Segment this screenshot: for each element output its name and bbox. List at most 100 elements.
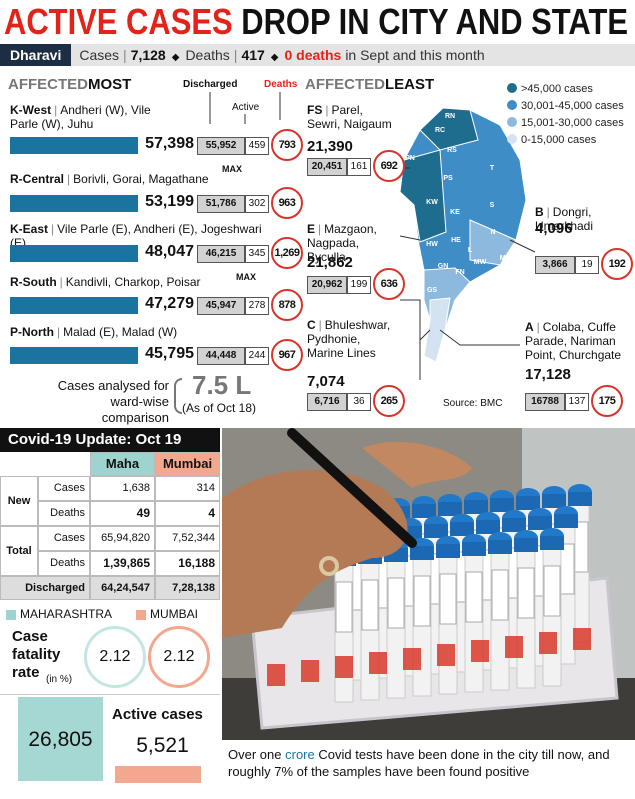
value: 65,94,820 xyxy=(90,526,155,551)
tube-cap xyxy=(568,492,592,506)
map-label: ME xyxy=(500,255,511,262)
tube-cap xyxy=(438,502,462,516)
tube-cap xyxy=(516,496,540,510)
map-label: HE xyxy=(451,237,461,244)
sample xyxy=(369,652,387,674)
active-box: 459 xyxy=(245,137,269,155)
map-label: L xyxy=(468,247,473,254)
sep: | xyxy=(123,47,127,63)
sep: | xyxy=(67,172,71,186)
marker-pen xyxy=(287,428,417,548)
ward-total: 53,199 xyxy=(145,193,194,210)
sep: | xyxy=(54,103,58,117)
legend-label: >45,000 cases xyxy=(521,83,593,95)
ward-title: P-North | Malad (E), Malad (W) xyxy=(10,325,280,339)
tube-label xyxy=(465,571,483,623)
map-label: T xyxy=(490,165,495,172)
ward-code: FS xyxy=(307,103,323,117)
tube-cap xyxy=(464,500,488,514)
tube-cap xyxy=(436,544,460,558)
divider xyxy=(0,694,220,695)
ward-bar xyxy=(10,195,138,212)
tube-label xyxy=(517,567,535,619)
map-label: KW xyxy=(426,199,438,206)
tube-cap xyxy=(488,540,512,554)
ward-areas: Dongri, Umarkhadi xyxy=(535,205,594,233)
active-box: 199 xyxy=(347,276,371,294)
deaths-circle: 963 xyxy=(271,187,303,219)
active-label: Active cases xyxy=(112,706,203,723)
tube-cap xyxy=(462,542,486,556)
ward-code: E xyxy=(307,222,316,236)
ward-title: B | Dongri, Umarkhadi xyxy=(535,205,625,233)
cfr-circle: 2.12 xyxy=(84,626,146,688)
active-box: 161 xyxy=(347,158,371,176)
tube-cap xyxy=(528,516,552,530)
sep: | xyxy=(318,222,322,236)
sample xyxy=(471,640,489,662)
ward-title: R-South | Kandivli, Charkop, Poisar xyxy=(10,275,280,289)
tube-label xyxy=(543,565,561,617)
ward-total: 7,074 xyxy=(307,373,345,390)
connector xyxy=(509,239,536,253)
active-box: 19 xyxy=(575,256,599,274)
map-region xyxy=(423,297,451,363)
sep: | xyxy=(57,325,61,339)
ward-total: 21,390 xyxy=(307,138,353,155)
ward-areas: Parel, Sewri, Naigaum xyxy=(307,103,392,131)
map-label: MW xyxy=(474,259,487,266)
ward-bar xyxy=(10,347,138,364)
table-title: Covid-19 Update: Oct 19 xyxy=(0,428,220,452)
cases-analysed: Cases analysed for ward-wise comparison xyxy=(57,378,169,425)
discharged-box: 46,215 xyxy=(197,245,245,263)
cfr-label: Case fatality rate xyxy=(12,628,61,681)
arrows xyxy=(209,92,281,124)
sample xyxy=(301,660,319,682)
source: Source: BMC xyxy=(443,398,503,409)
cases-label: Cases xyxy=(79,47,120,63)
discharged-box: 44,448 xyxy=(197,347,245,365)
ward-code: B xyxy=(535,205,544,219)
sep: | xyxy=(546,205,550,219)
connector xyxy=(419,329,431,380)
legend-dot xyxy=(507,134,517,144)
active-box: 302 xyxy=(245,195,269,213)
map-label: N xyxy=(490,229,495,236)
maha-active-box xyxy=(18,697,103,781)
tube-cap xyxy=(450,522,474,536)
group-label: Total xyxy=(0,526,38,576)
tube-cap xyxy=(540,536,564,550)
title-rest: DROP IN CITY AND STATE xyxy=(241,1,628,42)
tube-cap xyxy=(412,504,436,518)
metric: Cases xyxy=(38,526,90,551)
metric: Deaths xyxy=(38,501,90,526)
max-label: MAX xyxy=(222,164,242,174)
tube-cap xyxy=(554,514,578,528)
col-deaths: Deaths xyxy=(264,79,298,90)
tube-label xyxy=(387,577,405,629)
discharged-label: Discharged xyxy=(0,576,90,600)
deaths-circle: 1,269 xyxy=(271,237,303,269)
legend-dot xyxy=(507,100,517,110)
ward-title: E | Mazgaon, Nagpada, Byculla xyxy=(307,222,397,264)
sample xyxy=(539,632,557,654)
value: 1,39,865 xyxy=(90,551,155,576)
title: ACTIVE CASES DROP IN CITY AND STATE xyxy=(4,1,628,42)
ward-title: K-East | Vile Parle (E), Andheri (E), Joge… xyxy=(10,222,280,250)
col-header: Maha xyxy=(90,452,155,476)
map-label: S xyxy=(490,202,495,209)
ward-code: K-East xyxy=(10,222,49,236)
title-highlight: ACTIVE CASES xyxy=(4,1,233,42)
value: 314 xyxy=(155,476,220,501)
deaths-value: 417 xyxy=(241,47,265,63)
ring xyxy=(319,556,339,576)
ward-areas: Andheri (W), Vile Parle (W), Juhu xyxy=(10,103,151,131)
sep: | xyxy=(51,222,55,236)
tube-cap xyxy=(514,538,538,552)
tube-label xyxy=(491,569,509,621)
ward-code: A xyxy=(525,320,534,334)
dharavi-bar: Dharavi Cases | 7,128 ◆ Deaths | 417 ◆ 0 deaths in… xyxy=(0,44,635,66)
sample xyxy=(267,664,285,686)
